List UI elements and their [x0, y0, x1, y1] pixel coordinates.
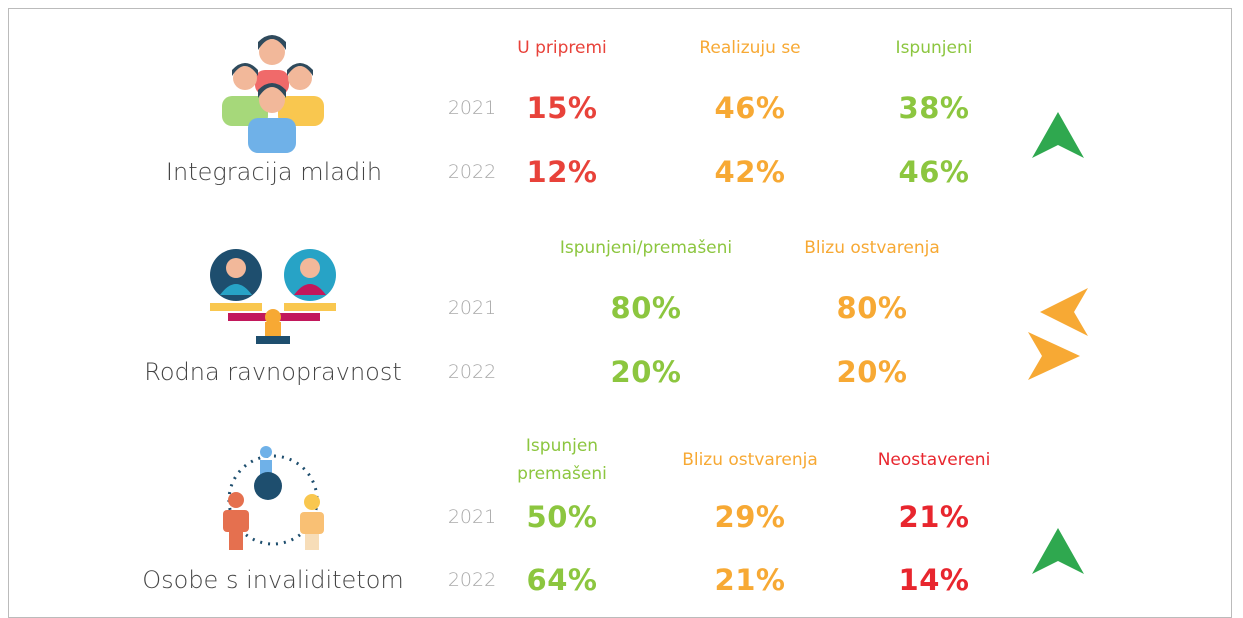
column-header: Neostavereni: [877, 450, 991, 470]
arrow-left: [1040, 288, 1088, 336]
percentage: 46%: [898, 155, 970, 189]
year: 2022: [447, 161, 497, 183]
percentage: 46%: [714, 91, 786, 125]
column-header: U pripremi: [517, 38, 607, 58]
column-header: Blizu ostvarenja: [682, 450, 818, 470]
section-label: Integracija mladih: [165, 158, 383, 186]
people-icon: [222, 35, 324, 153]
percentage: 50%: [526, 500, 598, 534]
percentage: 42%: [714, 155, 786, 189]
percentage: 20%: [610, 355, 682, 389]
section-label: Rodna ravnopravnost: [144, 358, 402, 386]
percentage: 38%: [898, 91, 970, 125]
section-label: Osobe s invaliditetom: [142, 566, 404, 594]
column-header: Ispunjen premašeni: [517, 436, 607, 484]
year: 2021: [447, 97, 497, 119]
inclusion-icon: [223, 446, 324, 550]
column-header: Ispunjeni/premašeni: [559, 238, 733, 258]
percentage: 12%: [526, 155, 598, 189]
year: 2022: [447, 569, 497, 591]
percentage: 64%: [526, 563, 598, 597]
arrow-right: [1028, 332, 1080, 380]
percentage: 80%: [836, 291, 908, 325]
year: 2022: [447, 361, 497, 383]
column-header: Ispunjeni: [895, 38, 973, 58]
percentage: 21%: [714, 563, 786, 597]
arrow-up: [1032, 112, 1084, 158]
column-header: Blizu ostvarenja: [804, 238, 940, 258]
percentage: 21%: [898, 500, 970, 534]
percentage: 15%: [526, 91, 598, 125]
percentage: 29%: [714, 500, 786, 534]
arrow-up: [1032, 528, 1084, 574]
year: 2021: [447, 506, 497, 528]
year: 2021: [447, 297, 497, 319]
scale-icon: [210, 249, 336, 344]
percentage: 14%: [898, 563, 970, 597]
column-header: Realizuju se: [699, 38, 801, 58]
percentage: 20%: [836, 355, 908, 389]
percentage: 80%: [610, 291, 682, 325]
